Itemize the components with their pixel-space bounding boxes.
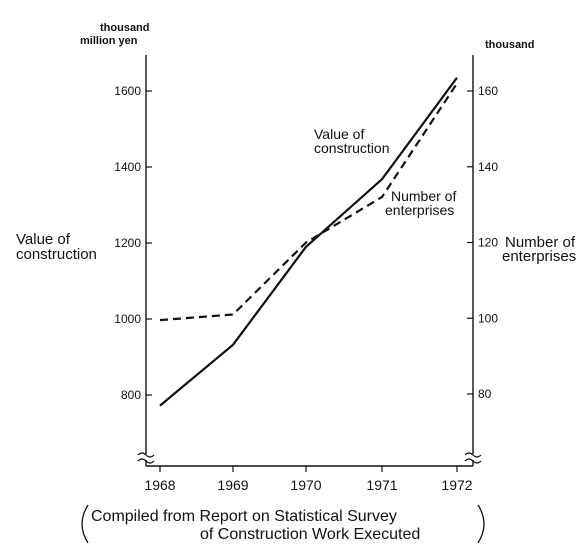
left-tick-label-1400: 1400 xyxy=(114,160,141,174)
value-series-annotation-line1: Value of xyxy=(314,126,364,142)
source-open-paren xyxy=(81,504,89,544)
x-tick-label-1968: 1968 xyxy=(144,477,175,493)
left-tick-label-800: 800 xyxy=(121,388,141,402)
right-tick-label-80: 80 xyxy=(478,387,492,401)
left-tick-label-1000: 1000 xyxy=(114,312,141,326)
right-tick-label-160: 160 xyxy=(478,84,498,98)
x-tick-label-1971: 1971 xyxy=(366,477,397,493)
x-tick-label-1972: 1972 xyxy=(441,477,472,493)
right-axis-title-line2: enterprises xyxy=(502,248,576,265)
source-close-paren xyxy=(477,504,485,544)
value-of-construction-series-line xyxy=(159,77,458,407)
left-tick-label-1600: 1600 xyxy=(114,84,141,98)
left-axis-break-mark xyxy=(137,452,155,464)
right-tick-label-120: 120 xyxy=(478,236,498,250)
right-axis-title-line1: Number of xyxy=(505,234,576,251)
right-unit-label: thousand xyxy=(485,39,535,51)
value-series-annotation-line2: construction xyxy=(314,140,389,156)
left-tick-label-1200: 1200 xyxy=(114,236,141,250)
left-axis-title-line1: Value of xyxy=(16,231,71,248)
left-axis-title-line2: construction xyxy=(16,246,97,263)
enterprises-series-annotation-line1: Number of xyxy=(391,188,456,204)
x-tick-label-1970: 1970 xyxy=(290,477,321,493)
right-tick-label-140: 140 xyxy=(478,160,498,174)
left-unit-label-line2: million yen xyxy=(80,35,138,47)
source-note-line2: of Construction Work Executed xyxy=(200,526,420,543)
x-tick-label-1969: 1969 xyxy=(217,477,248,493)
source-note-line1: Compiled from Report on Statistical Surv… xyxy=(91,508,397,525)
number-of-enterprises-series-line xyxy=(159,82,458,322)
right-tick-label-100: 100 xyxy=(478,311,498,325)
enterprises-series-annotation-line2: enterprises xyxy=(385,202,454,218)
right-axis-break-mark xyxy=(464,452,482,464)
left-unit-label-line1: thousand xyxy=(100,22,150,34)
